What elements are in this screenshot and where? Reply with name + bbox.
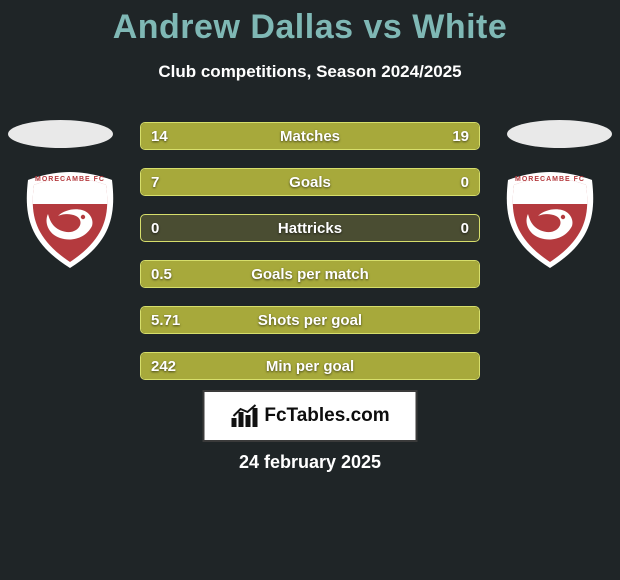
stat-label: Shots per goal (141, 307, 479, 333)
stat-row: 0.5Goals per match (140, 260, 480, 288)
stat-bars: 1419Matches 70Goals 00Hattricks 0.5Goals pe… (140, 122, 480, 398)
club-crest-left: MORECAMBE FC (20, 170, 120, 270)
stat-row: 242Min per goal (140, 352, 480, 380)
fctables-badge[interactable]: FcTables.com (203, 390, 418, 442)
stat-label: Hattricks (141, 215, 479, 241)
shrimp-icon (42, 204, 98, 244)
stat-row: 1419Matches (140, 122, 480, 150)
crest-text-left: MORECAMBE FC (20, 176, 120, 183)
fctables-label: FcTables.com (264, 405, 389, 427)
comparison-stage: MORECAMBE FC MORECAMBE FC 1419Matches 70G… (0, 100, 620, 580)
club-crest-right: MORECAMBE FC (500, 170, 600, 270)
stat-label: Goals per match (141, 261, 479, 287)
stat-label: Min per goal (141, 353, 479, 379)
page-title: Andrew Dallas vs White (0, 8, 620, 47)
stat-label: Matches (141, 123, 479, 149)
crest-text-right: MORECAMBE FC (500, 176, 600, 183)
stat-row: 00Hattricks (140, 214, 480, 242)
stat-row: 5.71Shots per goal (140, 306, 480, 334)
player-ellipse-left (8, 120, 113, 148)
stat-row: 70Goals (140, 168, 480, 196)
page-subtitle: Club competitions, Season 2024/2025 (0, 62, 620, 82)
player-ellipse-right (507, 120, 612, 148)
shrimp-icon (522, 204, 578, 244)
stat-label: Goals (141, 169, 479, 195)
snapshot-date: 24 february 2025 (0, 452, 620, 473)
fctables-logo-icon (230, 404, 258, 428)
